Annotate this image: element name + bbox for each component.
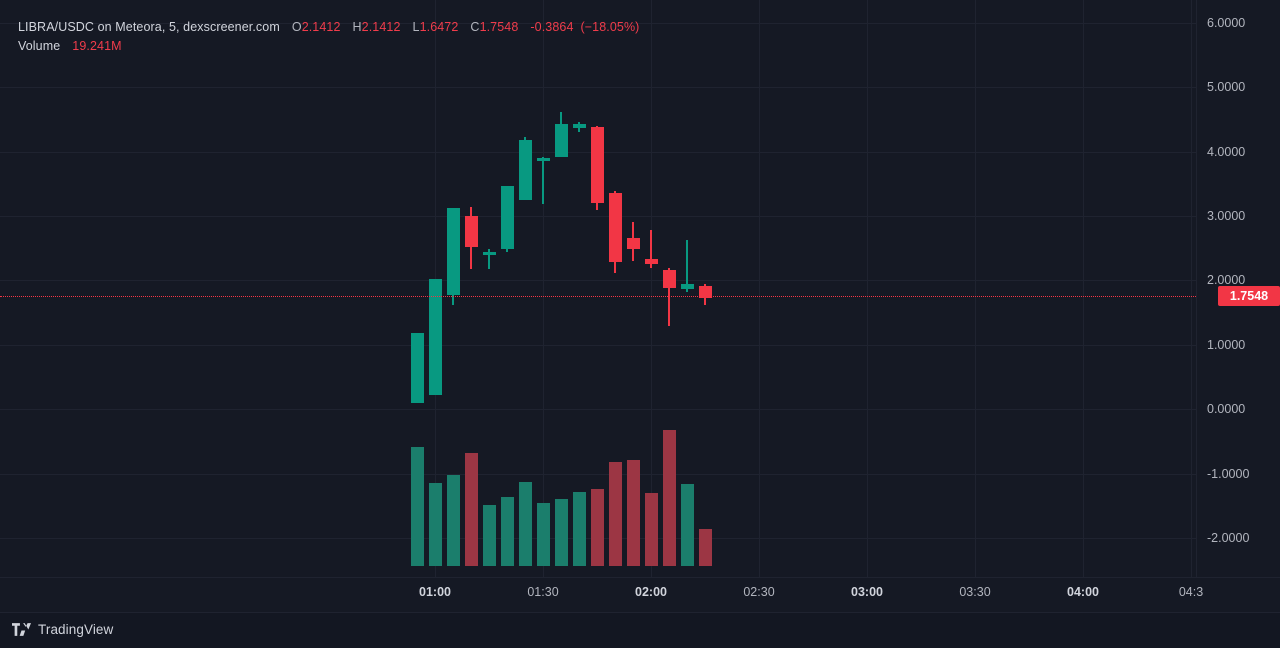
time-axis-tick: 01:30 (527, 585, 559, 599)
candle-body (680, 284, 694, 290)
candle-body (554, 124, 568, 157)
gridline-vertical (759, 0, 760, 577)
gridline-horizontal (0, 409, 1196, 411)
candle-body (662, 270, 676, 289)
time-axis-tick: 03:30 (959, 585, 991, 599)
price-axis-tick: 6.0000 (1207, 15, 1246, 30)
gridline-horizontal (0, 22, 1196, 24)
gridline-horizontal (0, 87, 1196, 89)
volume-bar (410, 446, 424, 566)
candle-body (428, 279, 442, 396)
volume-bar (536, 502, 550, 566)
candle-body (482, 252, 496, 255)
volume-bar (572, 492, 586, 566)
volume-bar (554, 498, 568, 566)
volume-bar (446, 475, 460, 566)
candle-body (608, 192, 622, 263)
candle-body (464, 215, 478, 247)
volume-bar (680, 483, 694, 566)
volume-bar (500, 497, 514, 566)
price-axis-tick: 0.0000 (1207, 402, 1246, 417)
volume-bar (626, 460, 640, 566)
gridline-horizontal (0, 473, 1196, 475)
candle-body (626, 237, 640, 250)
candle-body (518, 139, 532, 201)
gridline-horizontal (0, 215, 1196, 217)
volume-bar (464, 452, 478, 566)
volume-bar (590, 489, 604, 566)
candle-body (590, 127, 604, 204)
price-axis-tick: 4.0000 (1207, 144, 1246, 159)
volume-bar (644, 493, 658, 566)
chart-footer: TradingView (0, 612, 1280, 648)
time-axis-tick: 04:3 (1178, 585, 1204, 599)
gridline-vertical (1083, 0, 1084, 577)
gridline-horizontal (0, 344, 1196, 346)
price-axis-tick: 1.0000 (1207, 337, 1246, 352)
time-axis-tick: 02:30 (743, 585, 775, 599)
volume-bar (518, 481, 532, 566)
price-axis-tick: 2.0000 (1207, 273, 1246, 288)
price-axis-tick: -1.0000 (1207, 466, 1250, 481)
tradingview-logo[interactable]: TradingView (12, 622, 113, 637)
gridline-vertical (867, 0, 868, 577)
candle-body (698, 285, 712, 299)
price-axis-tick: 3.0000 (1207, 208, 1246, 223)
volume-bar (608, 462, 622, 566)
volume-bar (482, 504, 496, 566)
chart-series-layer (410, 111, 712, 566)
price-axis-tick: -2.0000 (1207, 531, 1250, 546)
volume-bar (698, 528, 712, 566)
gridline-vertical (1191, 0, 1192, 577)
candle-wick (488, 249, 490, 269)
candle-wick (650, 230, 652, 268)
time-axis-tick: 01:00 (419, 585, 451, 599)
time-axis-tick: 02:00 (635, 585, 667, 599)
price-axis-tick: 5.0000 (1207, 80, 1246, 95)
price-axis[interactable]: 6.0000 5.0000 4.0000 3.0000 2.0000 1.0000 0.00… (1196, 0, 1280, 612)
candle-body (500, 186, 514, 250)
candle-wick (686, 240, 688, 293)
gridline-vertical (651, 0, 652, 577)
tradingview-mark-icon (12, 623, 31, 636)
chart-plot-area[interactable] (0, 0, 1196, 577)
time-axis-tick: 03:00 (851, 585, 883, 599)
gridline-vertical (975, 0, 976, 577)
time-axis[interactable]: 01:00 01:30 02:00 02:30 03:00 03:30 04:00 04:3 (0, 577, 1280, 612)
current-price-line (0, 296, 1196, 298)
gridline-horizontal (0, 280, 1196, 282)
candle-body (572, 124, 586, 129)
time-axis-tick: 04:00 (1067, 585, 1099, 599)
tradingview-wordmark: TradingView (38, 622, 114, 637)
candle-body (536, 157, 550, 161)
candle-body (644, 258, 658, 264)
candle-body (410, 333, 424, 403)
gridline-vertical (543, 0, 544, 577)
volume-bar (428, 482, 442, 566)
volume-bar (662, 430, 676, 566)
candle-wick (542, 156, 544, 205)
current-price-tag: 1.7548 (1218, 286, 1280, 307)
candle-body (446, 208, 460, 295)
